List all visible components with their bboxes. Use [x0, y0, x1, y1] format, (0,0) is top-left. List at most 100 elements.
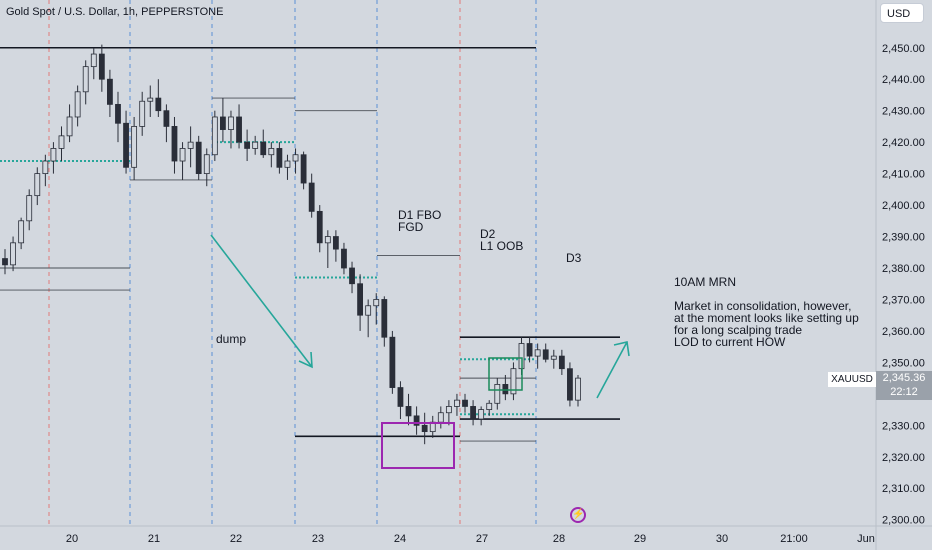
long-arrow-head: [613, 341, 630, 357]
candle-bull: [478, 409, 485, 420]
long-arrow[interactable]: [596, 341, 628, 399]
candle-bear: [107, 78, 113, 105]
candle-bull: [486, 402, 493, 410]
lightning-icon[interactable]: ⚡: [570, 507, 586, 523]
candle-bear: [389, 336, 396, 388]
candle-bull: [82, 66, 89, 93]
candle-bear: [300, 154, 307, 184]
dump-arrow-head: [298, 351, 313, 369]
candle-bear: [2, 258, 8, 266]
candle-bull: [575, 377, 581, 401]
candle-bull: [187, 141, 194, 149]
candle-bull: [211, 116, 218, 156]
candle-bear: [155, 97, 162, 112]
price-tick-label: 2,440.00: [882, 74, 925, 86]
candle-bear: [308, 182, 315, 212]
candle-bear: [502, 384, 509, 395]
candle-bear: [357, 283, 364, 316]
candle-bull: [90, 53, 97, 68]
candle-bull: [74, 91, 81, 118]
current-price: 2,345.36: [882, 372, 926, 384]
candle-bull: [50, 148, 57, 162]
candle-bull: [510, 368, 517, 395]
candle-bear: [526, 343, 533, 357]
candle-bull: [437, 412, 444, 423]
note-d1[interactable]: D1 FBO FGD: [398, 208, 442, 234]
time-tick-label: 23: [312, 533, 324, 545]
current-price-tag: 2,345.36 22:12: [876, 371, 932, 400]
time-tick-label: 21:00: [780, 533, 808, 545]
candle-bear: [236, 116, 242, 143]
candle-bull: [365, 305, 372, 316]
time-tick-label: 24: [394, 533, 406, 545]
price-tick-label: 2,420.00: [882, 137, 925, 149]
candle-bull: [373, 299, 380, 307]
candle-bull: [228, 116, 234, 130]
chart-title: Gold Spot / U.S. Dollar, 1h, PEPPERSTONE: [6, 6, 224, 18]
candle-bear: [115, 103, 121, 124]
candle-bull: [252, 141, 259, 149]
time-axis: 20 21 22 23 24 27 28 29 30 21:00 Jun: [66, 533, 875, 545]
time-tick-label: 20: [66, 533, 78, 545]
note-d3[interactable]: D3: [566, 251, 582, 265]
candle-bear: [381, 299, 388, 338]
candle-bear: [260, 141, 267, 156]
candle-bear: [195, 141, 202, 175]
price-tick-label: 2,400.00: [882, 200, 925, 212]
candle-bear: [123, 122, 129, 168]
candle-bull: [131, 126, 138, 168]
note-d2[interactable]: D2 L1 OOB: [480, 227, 524, 253]
time-tick-label: 29: [634, 533, 646, 545]
candle-bear: [405, 406, 412, 417]
candle-bear: [171, 126, 178, 162]
price-tick-label: 2,370.00: [882, 294, 925, 306]
price-tick-label: 2,350.00: [882, 357, 925, 369]
candle-bear: [219, 116, 226, 130]
price-tick-label: 2,330.00: [882, 420, 925, 432]
time-tick-label: Jun: [857, 533, 875, 545]
price-tick-label: 2,450.00: [882, 43, 925, 55]
dump-arrow[interactable]: [210, 234, 313, 368]
note-mrn-body[interactable]: Market in consolidation, however, at the…: [674, 299, 859, 349]
candle-bear: [332, 236, 339, 250]
candle-bull: [203, 154, 210, 175]
candle-bull: [550, 355, 557, 360]
price-tick-label: 2,360.00: [882, 326, 925, 338]
bar-countdown: 22:12: [890, 386, 918, 398]
candle-bear: [276, 148, 283, 168]
candle-bear: [349, 267, 355, 285]
green-box[interactable]: [488, 357, 523, 391]
candle-bull: [445, 406, 452, 414]
candle-bull: [26, 195, 33, 222]
candle-bear: [567, 368, 573, 401]
candle-bull: [268, 148, 275, 156]
time-tick-label: 30: [716, 533, 728, 545]
candle-bear: [558, 355, 565, 370]
candle-bear: [462, 399, 468, 407]
time-tick-label: 28: [553, 533, 565, 545]
candle-bear: [542, 349, 549, 360]
candle-bear: [316, 210, 323, 244]
currency-button[interactable]: USD: [880, 3, 924, 23]
candle-bear: [397, 387, 404, 407]
candle-bull: [42, 160, 49, 175]
candle-bear: [341, 248, 347, 269]
purple-box[interactable]: [381, 422, 455, 469]
candle-bull: [494, 384, 501, 404]
note-mrn-title[interactable]: 10AM MRN: [674, 275, 737, 289]
time-tick-label: 21: [148, 533, 160, 545]
price-tick-label: 2,320.00: [882, 452, 925, 464]
price-tick-label: 2,380.00: [882, 263, 925, 275]
candles: [2, 44, 581, 445]
candle-bear: [470, 406, 476, 420]
candle-bull: [34, 173, 41, 197]
price-tick-label: 2,300.00: [882, 515, 925, 527]
candle-bear: [413, 415, 420, 426]
candle-bull: [139, 100, 146, 127]
candle-bull: [454, 399, 460, 407]
candle-bear: [421, 424, 428, 433]
candle-bull: [534, 349, 541, 357]
candle-bull: [66, 116, 73, 137]
note-dump[interactable]: dump: [216, 332, 247, 346]
